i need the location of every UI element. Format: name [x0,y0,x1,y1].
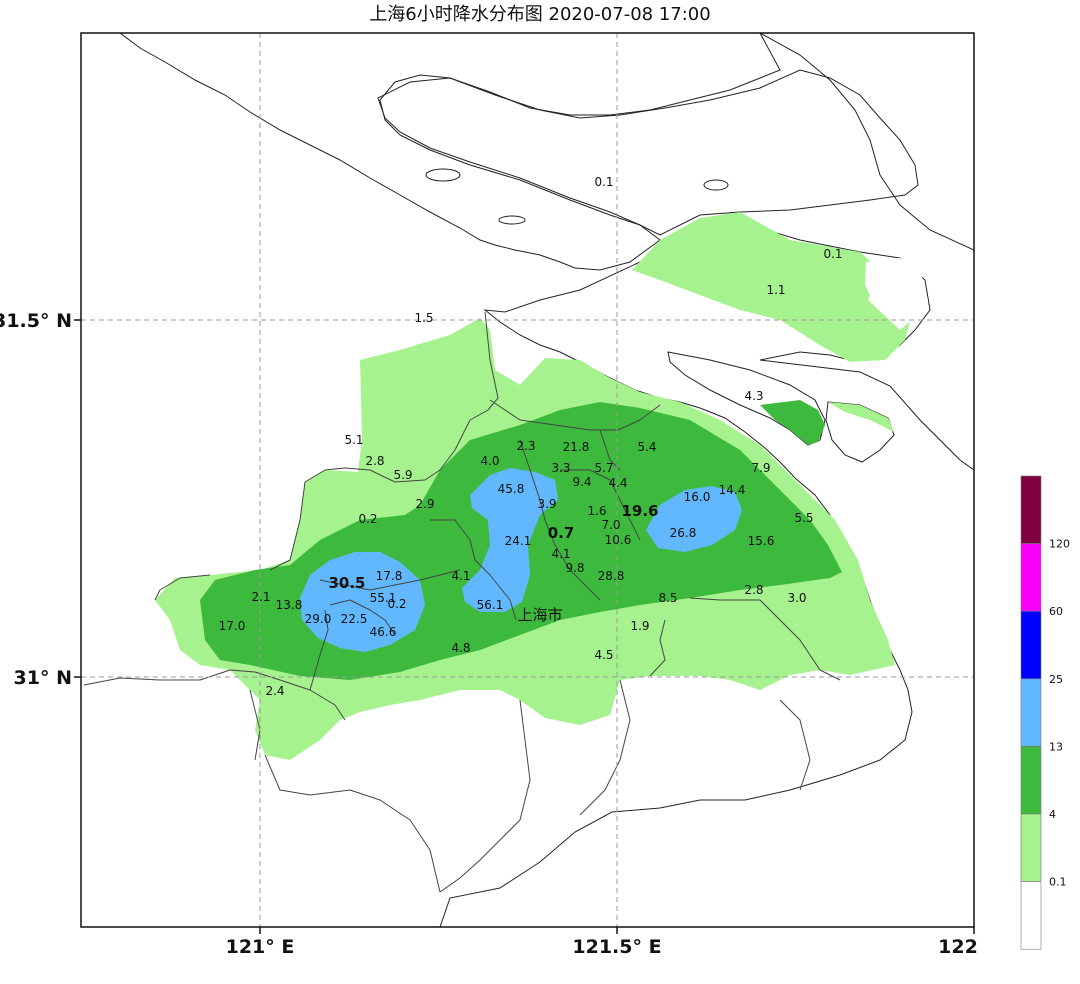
east-china-sea [439,33,974,927]
station-value: 17.0 [219,619,246,633]
station-value: 21.8 [563,440,590,454]
lat-tick-label: 31.5° N [0,310,72,332]
legend-label: 60 [1049,605,1063,618]
station-value: 9.8 [565,561,584,575]
tick-marks [74,319,975,934]
legend-swatch [1020,746,1042,815]
legend-swatch [1020,543,1042,612]
station-value: 15.6 [748,534,775,548]
station-value: 29.0 [305,612,332,626]
station-value: 1.1 [766,283,785,297]
station-value: 5.7 [594,461,613,475]
station-value: 4.5 [594,648,613,662]
station-value: 9.4 [572,475,591,489]
legend-label: 4 [1049,808,1056,821]
station-value: 0.2 [358,512,377,526]
station-value: 1.5 [414,311,433,325]
zone-13-25-west [300,552,425,652]
station-value: 55.1 [370,591,397,605]
station-value: 2.8 [744,583,763,597]
station-value: 1.6 [587,504,606,518]
station-value: 2.3 [516,439,535,453]
station-value: 5.5 [794,511,813,525]
station-value: 3.3 [551,461,570,475]
station-value: 46.6 [370,625,397,639]
station-value: 4.0 [480,454,499,468]
yangtze-estuary [119,33,781,271]
station-value: 2.1 [251,590,270,604]
station-value: 4.1 [451,569,470,583]
map-area [81,33,974,927]
station-value: 0.2 [387,597,406,611]
station-value: 4.1 [551,547,570,561]
station-value: 4.4 [608,476,627,490]
legend-swatch [1020,813,1042,882]
hengsha-island-light [828,402,894,432]
chongming-white-notch [865,258,928,318]
station-value: 13.8 [276,598,303,612]
station-value: 3.0 [787,591,806,605]
legend-swatch [1020,881,1042,950]
chongming-light-green [632,212,910,362]
station-value: 45.8 [498,482,525,496]
legend: 120 60 25 13 4 0.1 [1020,475,1070,950]
station-value: 56.1 [477,598,504,612]
zone-13-25-center [462,468,558,612]
station-values: 0.10.11.11.54.35.12.85.92.3 21.8 5.44.0 3.3… [219,175,843,698]
changxing-island-green [760,400,825,445]
station-value: 28.8 [598,569,625,583]
station-value: 7.0 [601,518,620,532]
station-value: 5.9 [393,468,412,482]
legend-label: 120 [1049,538,1070,551]
station-value: 24.1 [505,534,532,548]
station-value: 8.5 [658,591,677,605]
station-value: 30.5 [328,574,365,592]
zone-13-25-east [646,486,742,552]
small-island [703,179,729,191]
station-value: 17.8 [376,569,403,583]
small-island [498,215,526,225]
station-value: 3.9 [537,497,556,511]
chongming-island [377,69,919,236]
station-value: 0.1 [823,247,842,261]
legend-swatch [1020,610,1042,680]
lon-tick-label: 121° E [226,936,295,958]
legend-label: 25 [1049,673,1063,686]
station-value: 0.1 [594,175,613,189]
legend-label: 13 [1049,740,1063,753]
legend-swatch [1020,678,1042,747]
station-value: 26.8 [670,526,697,540]
station-value: 14.4 [719,483,746,497]
station-value: 19.6 [621,502,658,520]
map-frame [80,32,975,928]
legend-label: 0.1 [1049,876,1067,889]
station-value: 16.0 [684,490,711,504]
station-value: 22.5 [341,612,368,626]
station-value: 4.8 [451,641,470,655]
station-value: 5.4 [637,440,656,454]
legend-swatch [1020,475,1042,544]
lat-tick-label: 31° N [14,667,72,689]
small-island [425,168,461,182]
graticule [81,33,974,927]
station-value: 1.9 [630,619,649,633]
station-value: 5.1 [344,433,363,447]
station-value: 0.7 [548,524,575,542]
city-label: 上海市 [517,606,562,624]
station-value: 2.9 [415,497,434,511]
station-value: 7.9 [751,461,770,475]
lon-tick-label: 122 [938,936,978,958]
map-title: 上海6小时降水分布图 2020-07-08 17:00 [369,4,710,25]
lon-tick-label: 121.5° E [572,936,661,958]
station-value: 2.8 [365,454,384,468]
station-value: 2.4 [265,684,284,698]
station-value: 4.3 [744,389,763,403]
station-value: 10.6 [605,533,632,547]
